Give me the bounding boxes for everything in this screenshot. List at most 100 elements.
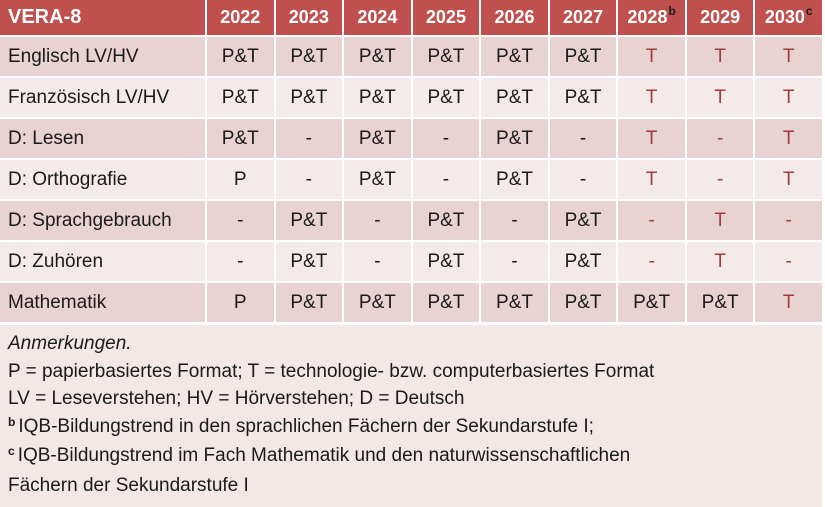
table-cell: T [618, 160, 685, 199]
table-cell: P&T [412, 37, 480, 76]
table-cell: T [618, 37, 685, 76]
table-cell: P&T [207, 37, 274, 76]
column-header-2024: 2024 [344, 0, 411, 35]
table-cell: T [618, 119, 685, 158]
table-cell: P&T [549, 242, 617, 281]
row-label: D: Sprachgebrauch [0, 201, 205, 240]
table-cell: - [207, 242, 274, 281]
vera8-schedule-table: VERA-8 2022 2023 2024 2025 2026 2027 2028 b 2029… [0, 0, 822, 322]
table-cell: P&T [275, 201, 343, 240]
table-cell: P&T [344, 160, 411, 199]
table-cell: P&T [549, 37, 617, 76]
column-header-label: 2025 [425, 7, 466, 27]
table-cell: - [686, 119, 754, 158]
table-cell: T [686, 78, 754, 117]
row-label: D: Orthografie [0, 160, 205, 199]
note-text: P = papierbasiertes Format; T = technolo… [8, 360, 655, 382]
table-cell: P&T [412, 283, 480, 322]
note-line: LV = Leseverstehen; HV = Hörverstehen; D… [8, 385, 814, 413]
table-cell: P&T [618, 283, 685, 322]
table-cell: - [618, 201, 685, 240]
table-cell: P&T [344, 283, 411, 322]
column-header-2030: 2030 c [755, 0, 822, 35]
table-cell: T [686, 242, 754, 281]
table-cell: - [481, 242, 548, 281]
row-label: D: Zuhören [0, 242, 205, 281]
table-cell: - [549, 160, 617, 199]
table-cell: - [686, 160, 754, 199]
note-text: IQB-Bildungstrend im Fach Mathematik und… [17, 445, 631, 466]
table-cell: P&T [412, 242, 480, 281]
column-header-label: 2023 [288, 7, 329, 27]
footnote-marker-c: c [8, 444, 15, 458]
note-text: LV = Leseverstehen; HV = Hörverstehen; D… [8, 388, 465, 409]
table-cell: P&T [412, 201, 480, 240]
row-label: Englisch LV/HV [0, 37, 205, 76]
table-cell: P&T [412, 78, 480, 117]
notes-heading: Anmerkungen. [8, 333, 132, 354]
table-cell: - [618, 242, 685, 281]
table-cell: P&T [275, 37, 343, 76]
note-line: P = papierbasiertes Format; T = technolo… [8, 358, 814, 386]
table-cell: - [207, 201, 274, 240]
column-header-label: 2026 [494, 7, 535, 27]
row-label: Mathematik [0, 283, 205, 322]
note-line: Fächern der Sekundarstufe I [8, 472, 814, 500]
table-cell: - [344, 201, 411, 240]
column-header-label: 2027 [563, 7, 604, 27]
table-cell: T [755, 78, 822, 117]
footnote-marker-b: b [668, 3, 676, 18]
table-cell: P&T [275, 242, 343, 281]
table-cell: - [549, 119, 617, 158]
table-cell: T [755, 37, 822, 76]
column-header-2028: 2028 b [618, 0, 685, 35]
notes-section: Anmerkungen. P = papierbasiertes Format;… [0, 325, 822, 507]
column-header-label: 2022 [220, 7, 261, 27]
table-cell: P&T [344, 37, 411, 76]
table-cell: P&T [481, 283, 548, 322]
table-cell: P&T [549, 78, 617, 117]
note-text: Fächern der Sekundarstufe I [8, 474, 249, 496]
note-line: c IQB-Bildungstrend im Fach Mathematik un… [8, 442, 814, 472]
table-cell: P&T [275, 283, 343, 322]
table-cell: T [686, 201, 754, 240]
note-text: IQB-Bildungstrend in den sprachlichen Fä… [18, 415, 594, 437]
table-cell: P&T [481, 160, 548, 199]
table-cell: P&T [344, 119, 411, 158]
table-cell: - [344, 242, 411, 281]
table-cell: - [412, 119, 480, 158]
table-cell: T [618, 78, 685, 117]
table-cell: P [207, 283, 274, 322]
table-cell: - [275, 160, 343, 199]
column-header-2022: 2022 [207, 0, 274, 35]
table-cell: P&T [481, 78, 548, 117]
table-cell: T [755, 119, 822, 158]
table-cell: P&T [275, 78, 343, 117]
footnote-marker-b: b [8, 414, 16, 429]
table-cell: P&T [481, 119, 548, 158]
column-header-label: 2030 [764, 7, 805, 27]
table-cell: P&T [549, 283, 617, 322]
table-cell: - [481, 201, 548, 240]
table-cell: - [755, 242, 822, 281]
footnote-marker-c: c [805, 3, 813, 18]
column-header-2027: 2027 [549, 0, 617, 35]
table-cell: P&T [549, 201, 617, 240]
table-cell: T [755, 160, 822, 199]
table-cell: P&T [686, 283, 754, 322]
column-header-2025: 2025 [412, 0, 480, 35]
column-header-2029: 2029 [686, 0, 754, 35]
column-header-label: 2024 [357, 7, 398, 27]
table-cell: - [755, 201, 822, 240]
table-cell: P&T [207, 78, 274, 117]
row-label: D: Lesen [0, 119, 205, 158]
table-cell: T [686, 37, 754, 76]
table-cell: T [755, 283, 822, 322]
table-cell: P&T [344, 78, 411, 117]
table-cell: P [207, 160, 274, 199]
column-header-label: 2028 [627, 7, 668, 27]
table-cell: P&T [481, 37, 548, 76]
table-cell: - [412, 160, 480, 199]
table-cell: P&T [207, 119, 274, 158]
